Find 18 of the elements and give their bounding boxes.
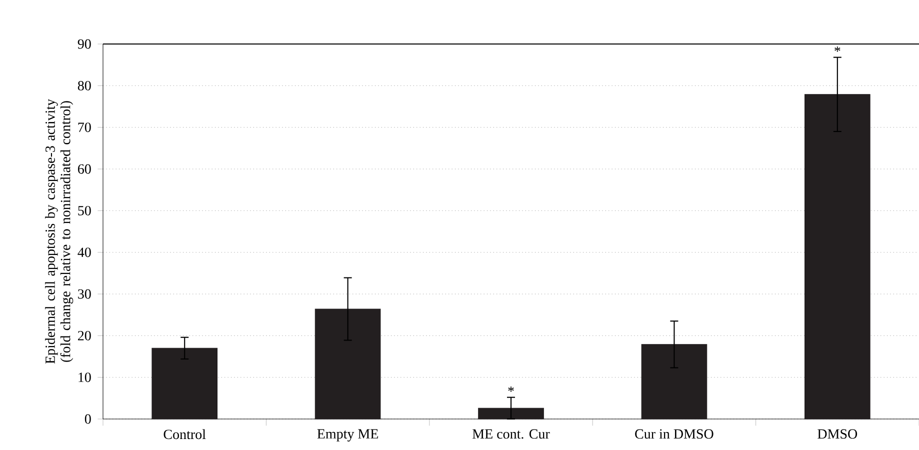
y-tick-label: 10 bbox=[78, 372, 91, 382]
x-tick-label: ME cont. Cur bbox=[472, 429, 550, 439]
y-tick-label: 40 bbox=[78, 248, 91, 258]
x-tick-label: DMSO bbox=[818, 429, 858, 439]
y-axis-title: Epidermal cell apoptosis by caspase-3 activity (fold change relative to nonirradiated control) bbox=[45, 98, 74, 364]
y-tick-label: 20 bbox=[78, 330, 91, 340]
y-tick-label: 30 bbox=[78, 289, 91, 299]
y-tick-label: 50 bbox=[78, 206, 91, 216]
y-tick-label: 0 bbox=[84, 414, 91, 424]
x-tick-label: Empty ME bbox=[317, 429, 378, 442]
x-tick-label: Control bbox=[164, 429, 206, 440]
y-tick-label: 60 bbox=[78, 164, 91, 174]
y-tick-label: 90 bbox=[78, 39, 91, 49]
annotation: * bbox=[834, 46, 840, 52]
y-tick-label: 80 bbox=[78, 80, 91, 90]
y-tick-label: 70 bbox=[78, 122, 91, 132]
annotation: * bbox=[508, 386, 514, 392]
x-tick-label: Cur in DMSO bbox=[635, 429, 714, 439]
